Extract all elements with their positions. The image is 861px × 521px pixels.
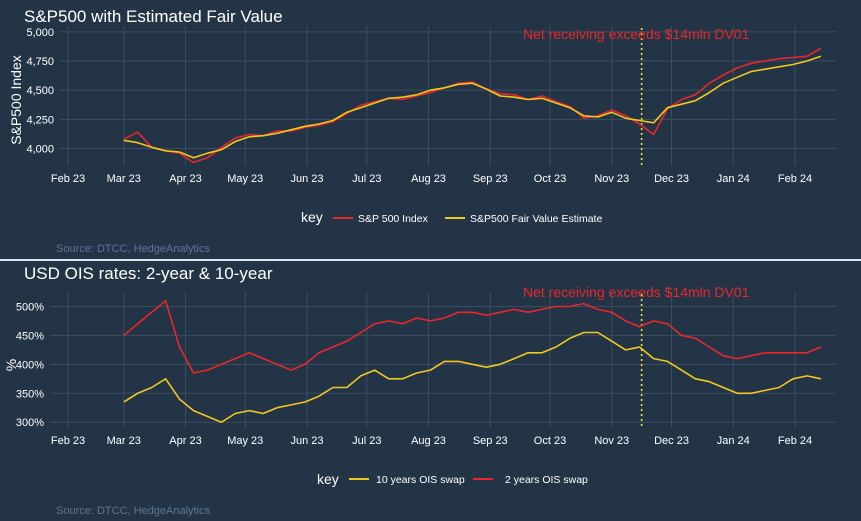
sp500-chart: S&P500 with Estimated Fair Value 4,000 4,… bbox=[8, 7, 836, 255]
x-tick-label: Jun 23 bbox=[290, 173, 323, 185]
x-tick-label: Sep 23 bbox=[473, 435, 508, 447]
legend-label-fair-value: S&P500 Fair Value Estimate bbox=[470, 213, 602, 225]
y-tick-label: 4,250 bbox=[26, 114, 54, 126]
y-tick-label: 300% bbox=[16, 417, 44, 429]
source-note: Source: DTCC, HedgeAnalytics bbox=[56, 505, 211, 517]
panel-divider bbox=[0, 259, 861, 261]
x-tick-label: Aug 23 bbox=[411, 173, 446, 185]
x-tick-label: Feb 23 bbox=[51, 173, 85, 185]
x-tick-label: Oct 23 bbox=[534, 173, 566, 185]
legend-label-2y: 2 years OIS swap bbox=[505, 474, 588, 486]
legend: key S&P 500 Index S&P500 Fair Value Esti… bbox=[301, 209, 602, 225]
x-tick-label: May 23 bbox=[227, 435, 263, 447]
ois-chart-panel: USD OIS rates: 2-year & 10-year 300% 350%… bbox=[0, 262, 861, 521]
y-axis-label: S&P500 Index bbox=[8, 55, 24, 145]
chart-title: USD OIS rates: 2-year & 10-year bbox=[24, 264, 273, 283]
x-tick-label: Mar 23 bbox=[107, 173, 141, 185]
x-tick-label: Dec 23 bbox=[654, 173, 689, 185]
x-tick-label: Feb 23 bbox=[51, 435, 85, 447]
legend-label-sp500: S&P 500 Index bbox=[358, 213, 429, 225]
x-tick-label: Dec 23 bbox=[654, 435, 689, 447]
y-tick-label: 4,500 bbox=[26, 85, 54, 97]
x-tick-label: Jun 23 bbox=[290, 435, 323, 447]
y-tick-label: 4,000 bbox=[26, 144, 54, 156]
legend: key 10 years OIS swap 2 years OIS swap bbox=[317, 471, 588, 487]
series-line-1 bbox=[123, 299, 822, 374]
series-line-0 bbox=[123, 331, 822, 423]
x-tick-label: Oct 23 bbox=[534, 435, 566, 447]
x-tick-label: Sep 23 bbox=[473, 173, 508, 185]
x-tick-label: Nov 23 bbox=[594, 435, 629, 447]
x-tick-label: Jan 24 bbox=[717, 435, 750, 447]
x-tick-label: Feb 24 bbox=[778, 435, 812, 447]
sp500-chart-panel: S&P500 with Estimated Fair Value 4,000 4,… bbox=[0, 0, 861, 260]
y-tick-label: 4,750 bbox=[26, 56, 54, 68]
source-note: Source: DTCC, HedgeAnalytics bbox=[56, 243, 211, 255]
x-tick-label: Apr 23 bbox=[169, 173, 201, 185]
x-tick-label: May 23 bbox=[227, 173, 263, 185]
y-tick-label: 500% bbox=[16, 301, 44, 313]
ois-chart: USD OIS rates: 2-year & 10-year 300% 350%… bbox=[3, 264, 836, 517]
series-line-0 bbox=[123, 47, 822, 164]
x-tick-label: Nov 23 bbox=[594, 173, 629, 185]
x-tick-label: Jul 23 bbox=[352, 435, 381, 447]
series-line-1 bbox=[123, 55, 822, 159]
legend-label-10y: 10 years OIS swap bbox=[376, 474, 465, 486]
y-tick-label: 5,000 bbox=[26, 27, 54, 39]
x-tick-label: Jul 23 bbox=[352, 173, 381, 185]
legend-title: key bbox=[301, 209, 323, 225]
x-tick-label: Mar 23 bbox=[107, 435, 141, 447]
chart-title: S&P500 with Estimated Fair Value bbox=[24, 7, 283, 26]
x-tick-label: Feb 24 bbox=[778, 173, 812, 185]
x-tick-label: Apr 23 bbox=[169, 435, 201, 447]
y-tick-label: 350% bbox=[16, 388, 44, 400]
x-tick-label: Jan 24 bbox=[717, 173, 750, 185]
annotation-text: Net receiving exceeds $14mln DV01 bbox=[523, 284, 750, 300]
y-tick-label: 450% bbox=[16, 330, 44, 342]
legend-title: key bbox=[317, 471, 339, 487]
y-axis-label: % bbox=[3, 359, 19, 371]
y-tick-label: 400% bbox=[16, 359, 44, 371]
annotation-text: Net receiving exceeds $14mln DV01 bbox=[523, 26, 750, 42]
x-tick-label: Aug 23 bbox=[411, 435, 446, 447]
